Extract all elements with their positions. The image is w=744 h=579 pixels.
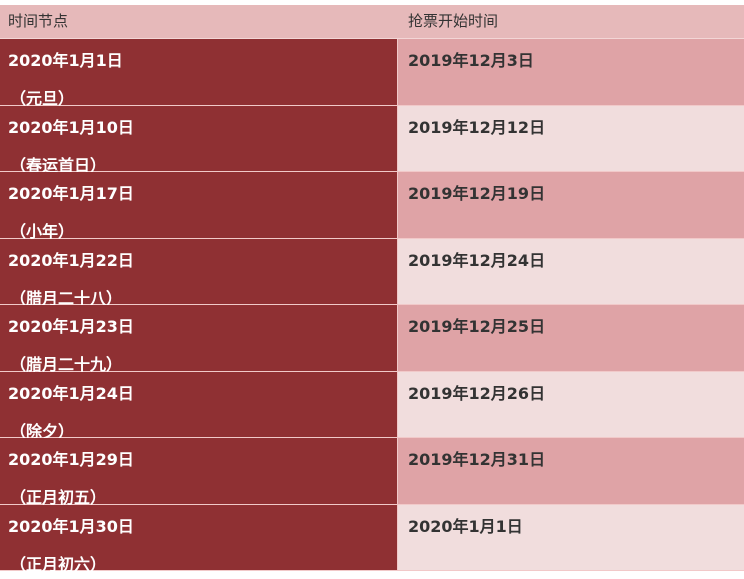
- ticket-schedule-table: 时间节点 抢票开始时间 2020年1月1日 （元旦） 2019年12月3日 2020年…: [0, 5, 744, 574]
- table-header: 时间节点 抢票开始时间: [0, 5, 744, 39]
- time-node-cell: 2020年1月17日 （小年）: [0, 172, 398, 241]
- ticket-start-cell: 2020年1月1日: [398, 504, 744, 570]
- date: 2020年1月17日: [8, 184, 134, 203]
- holiday-note: （元旦）: [10, 89, 75, 108]
- time-node-cell: 2020年1月10日 （春运首日）: [0, 105, 398, 175]
- time-node-cell: 2020年1月30日 （正月初六）: [0, 504, 398, 574]
- time-node-cell: 2020年1月1日 （元旦）: [0, 39, 398, 108]
- table-row: 2020年1月1日 （元旦） 2019年12月3日: [0, 39, 744, 108]
- header-ticket-start: 抢票开始时间: [408, 12, 499, 30]
- ticket-start-cell: 2019年12月24日: [398, 238, 744, 304]
- table-row: 2020年1月10日 （春运首日） 2019年12月12日: [0, 105, 744, 175]
- time-node-cell: 2020年1月29日 （正月初五）: [0, 438, 398, 507]
- date: 2020年1月1日: [8, 51, 123, 70]
- table-row: 2020年1月30日 （正月初六） 2020年1月1日: [0, 504, 744, 574]
- date: 2020年1月10日: [8, 117, 134, 137]
- table-row: 2020年1月29日 （正月初五） 2019年12月31日: [0, 438, 744, 507]
- table-row: 2020年1月24日 （除夕） 2019年12月26日: [0, 371, 744, 441]
- holiday-note: （腊月二十九）: [10, 355, 123, 374]
- ticket-start-cell: 2019年12月31日: [398, 438, 744, 504]
- table-body: 2020年1月1日 （元旦） 2019年12月3日 2020年1月10日 （春运首日） 2…: [0, 39, 744, 574]
- ticket-start-cell: 2019年12月25日: [398, 305, 744, 371]
- time-node-cell: 2020年1月22日 （腊月二十八）: [0, 238, 398, 308]
- holiday-note: （正月初六）: [10, 554, 107, 574]
- ticket-start-cell: 2019年12月26日: [398, 371, 744, 437]
- ticket-start-cell: 2019年12月3日: [398, 39, 744, 105]
- ticket-start-cell: 2019年12月19日: [398, 172, 744, 238]
- holiday-note: （正月初五）: [10, 488, 107, 507]
- date: 2020年1月23日: [8, 317, 134, 336]
- time-node-cell: 2020年1月24日 （除夕）: [0, 371, 398, 441]
- header-time-node: 时间节点: [8, 12, 69, 30]
- holiday-note: （除夕）: [10, 421, 75, 441]
- time-node-cell: 2020年1月23日 （腊月二十九）: [0, 305, 398, 374]
- date: 2020年1月22日: [8, 250, 134, 270]
- holiday-note: （腊月二十八）: [10, 288, 123, 308]
- date: 2020年1月24日: [8, 383, 134, 403]
- ticket-start-cell: 2019年12月12日: [398, 105, 744, 171]
- table-row: 2020年1月23日 （腊月二十九） 2019年12月25日: [0, 305, 744, 374]
- table-row: 2020年1月17日 （小年） 2019年12月19日: [0, 172, 744, 241]
- holiday-note: （春运首日）: [10, 155, 107, 175]
- holiday-note: （小年）: [10, 222, 75, 241]
- date: 2020年1月30日: [8, 516, 134, 536]
- table-row: 2020年1月22日 （腊月二十八） 2019年12月24日: [0, 238, 744, 308]
- date: 2020年1月29日: [8, 450, 134, 469]
